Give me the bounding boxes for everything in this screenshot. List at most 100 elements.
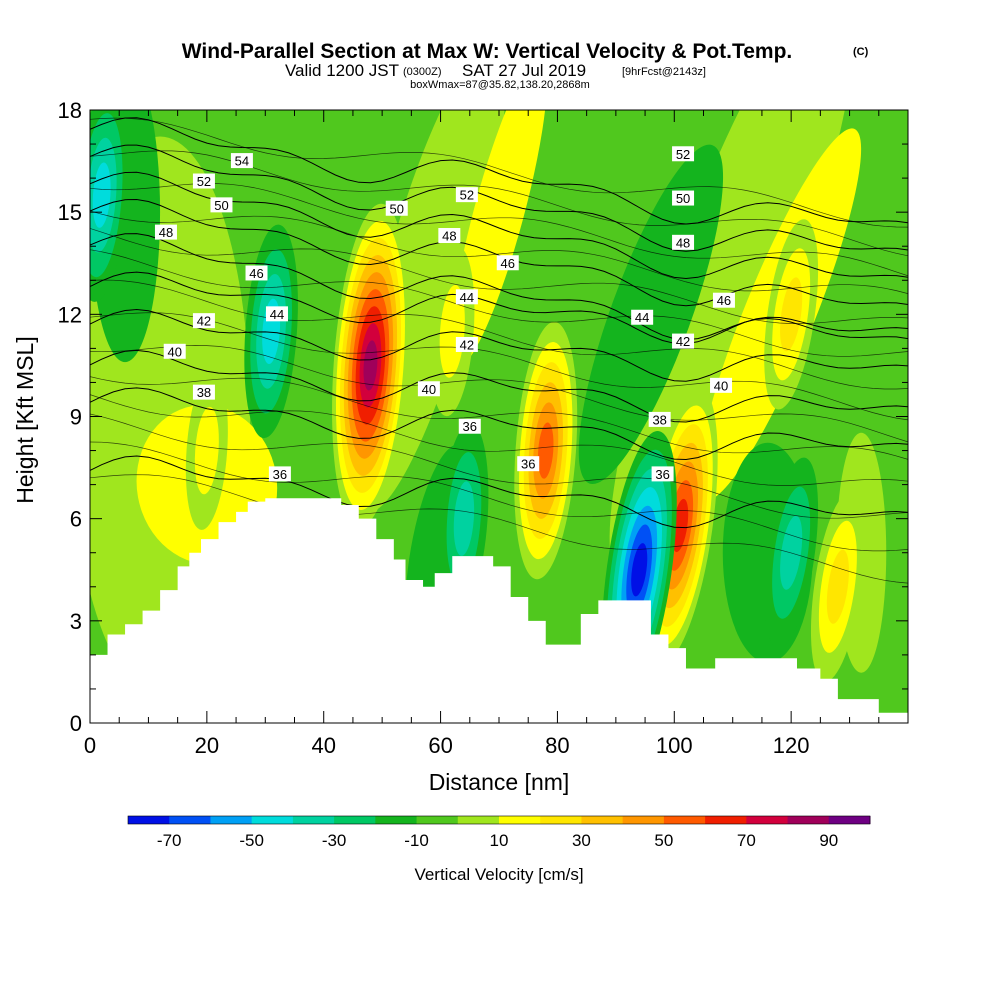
- colorbar-tick-label: -50: [239, 831, 264, 850]
- isentrope-label-1: 52: [192, 173, 215, 189]
- isentrope-label-11: 52: [455, 187, 478, 203]
- colorbar-swatch: [540, 816, 582, 824]
- isentrope-44: [90, 271, 908, 345]
- isentrope-38: [90, 387, 908, 461]
- isentrope-label-16: 40: [417, 381, 440, 397]
- isentrope-label-2: 50: [210, 197, 233, 213]
- colorbar-swatch: [416, 816, 459, 824]
- isentrope-label-19: 52: [672, 146, 695, 162]
- isentrope-42: [90, 308, 908, 382]
- isentrope-minor: [90, 183, 908, 277]
- x-axis: 0 20 40 60 80 100 120: [84, 110, 880, 758]
- isentrope-label-13: 46: [496, 255, 519, 271]
- isentrope-label-25: 40: [710, 377, 733, 393]
- isentrope-label-22: 46: [712, 292, 735, 308]
- svg-text:38: 38: [197, 385, 211, 400]
- y-tick-label: 18: [58, 98, 82, 123]
- y-tick-label: 15: [58, 200, 82, 225]
- subtitle-utc: (0300Z): [403, 66, 442, 78]
- colorbar-swatch: [334, 816, 376, 824]
- isentrope-minor: [90, 394, 908, 486]
- colorbar-tick-label: -30: [322, 831, 347, 850]
- svg-text:36: 36: [463, 419, 477, 434]
- subtitle-forecast: [9hrFcst@2143z]: [622, 66, 706, 78]
- isentrope-label-23: 44: [631, 309, 654, 325]
- isentrope-label-24: 42: [672, 333, 695, 349]
- subtitle-valid: Valid 1200 JST: [285, 61, 399, 80]
- isentrope-label-14: 44: [455, 289, 478, 305]
- svg-text:46: 46: [249, 266, 263, 281]
- svg-text:52: 52: [676, 147, 690, 162]
- y-tick-label: 9: [70, 405, 82, 430]
- colorbar-swatch: [787, 816, 830, 824]
- isentrope-label-3: 48: [154, 224, 177, 240]
- x-tick-label: 80: [545, 733, 569, 758]
- svg-text:42: 42: [676, 334, 690, 349]
- isentrope-36: [90, 455, 908, 529]
- colorbar-swatch: [828, 816, 871, 824]
- svg-text:48: 48: [159, 225, 173, 240]
- isentrope-40: [90, 349, 908, 423]
- svg-text:50: 50: [390, 201, 404, 216]
- isentrope-minor: [90, 413, 908, 519]
- x-tick-label: 20: [195, 733, 219, 758]
- isentrope-minor: [90, 376, 908, 460]
- isentrope-label-20: 50: [672, 190, 695, 206]
- isentrope-minor: [90, 249, 908, 357]
- colorbar-title: Vertical Velocity [cm/s]: [414, 865, 583, 884]
- svg-text:36: 36: [655, 467, 669, 482]
- isentrope-label-26: 38: [648, 411, 671, 427]
- svg-text:52: 52: [460, 188, 474, 203]
- isentrope-minor: [90, 279, 908, 390]
- isentrope-label-18: 36: [517, 456, 540, 472]
- svg-text:46: 46: [717, 293, 731, 308]
- isentrope-label-27: 36: [651, 466, 674, 482]
- y-tick-label: 6: [70, 507, 82, 532]
- x-tick-label: 0: [84, 733, 96, 758]
- colorbar-tick-label: 30: [572, 831, 591, 850]
- isentrope-label-9: 36: [268, 466, 291, 482]
- colorbar-tick-label: 90: [819, 831, 838, 850]
- isentrope-label-12: 48: [438, 228, 461, 244]
- isentrope-minor: [90, 312, 908, 421]
- colorbar-swatch: [705, 816, 747, 824]
- y-tick-label: 12: [58, 302, 82, 327]
- isentrope-52: [90, 144, 908, 252]
- potential-temperature-isentropes: [90, 117, 908, 584]
- colorbar-tick-label: -70: [157, 831, 182, 850]
- svg-text:46: 46: [501, 256, 515, 271]
- x-tick-label: 40: [311, 733, 335, 758]
- chart-title: Wind-Parallel Section at Max W: Vertical…: [182, 40, 793, 63]
- x-axis-label: Distance [nm]: [429, 769, 570, 795]
- svg-text:38: 38: [652, 412, 666, 427]
- colorbar-swatch: [210, 816, 253, 824]
- plot-area: 54 52 50 48 46 44 42 40 38 36 50 52 48 46 44 42 40 36 36 52…: [90, 110, 908, 723]
- svg-text:42: 42: [197, 314, 211, 329]
- svg-text:40: 40: [422, 382, 436, 397]
- colorbar-swatch: [622, 816, 665, 824]
- isentrope-minor: [90, 150, 908, 257]
- w-feature-11: [810, 491, 865, 682]
- colorbar-swatch: [375, 816, 418, 824]
- subtitle-box: boxWmax=87@35.82,138.20,2868m: [410, 79, 590, 91]
- y-axis: 0 36 9 12 15 18: [58, 98, 908, 736]
- svg-text:36: 36: [273, 467, 287, 482]
- svg-text:40: 40: [714, 378, 728, 393]
- isentrope-label-17: 36: [458, 418, 481, 434]
- isentrope-label-21: 48: [672, 234, 695, 250]
- svg-text:36: 36: [521, 457, 535, 472]
- w-feature-1: [514, 321, 578, 580]
- colorbar-swatch: [499, 816, 541, 824]
- x-tick-label: 120: [773, 733, 810, 758]
- isentrope-label-5: 44: [265, 306, 288, 322]
- y-tick-label: 0: [70, 711, 82, 736]
- svg-text:44: 44: [635, 310, 649, 325]
- colorbar-swatch: [251, 816, 294, 824]
- isentrope-label-15: 42: [455, 336, 478, 352]
- svg-text:54: 54: [235, 154, 249, 169]
- copyright-mark: (C): [853, 46, 869, 58]
- colorbar-tick-label: -10: [404, 831, 429, 850]
- colorbar-tick-label: 50: [654, 831, 673, 850]
- svg-text:40: 40: [167, 344, 181, 359]
- svg-text:52: 52: [197, 174, 211, 189]
